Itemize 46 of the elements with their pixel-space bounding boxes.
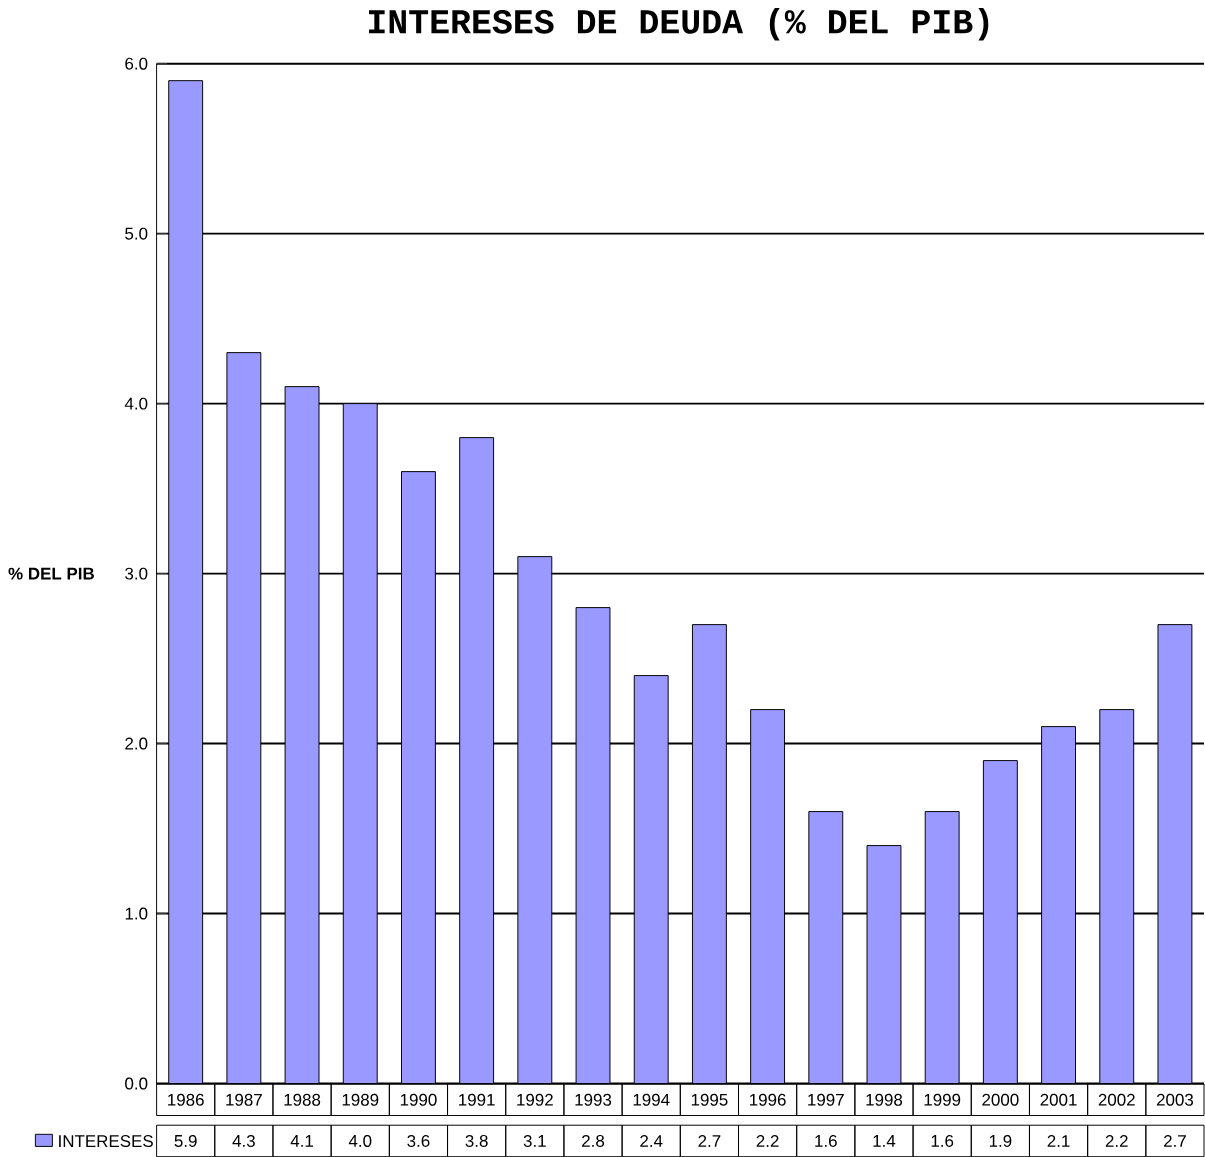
y-tick-label: 0.0	[125, 1077, 148, 1090]
x-tick-label: 1987	[226, 1093, 262, 1106]
data-label: 2.2	[1105, 1134, 1128, 1147]
y-tick-label: 5.0	[125, 227, 148, 240]
x-tick-label: 2000	[982, 1093, 1019, 1106]
x-tick-label: 2002	[1098, 1093, 1135, 1106]
x-tick-label: 1988	[284, 1093, 321, 1106]
data-label: 1.9	[989, 1134, 1012, 1147]
data-label: 2.1	[1047, 1134, 1070, 1147]
x-tick-label: 1994	[633, 1093, 670, 1106]
data-label: 3.1	[523, 1134, 546, 1147]
x-tick-label: 1989	[342, 1093, 379, 1106]
data-label: 2.4	[640, 1134, 663, 1147]
data-label: 1.6	[815, 1134, 837, 1147]
data-label: 5.9	[174, 1134, 197, 1147]
data-label: 1.6	[931, 1134, 954, 1147]
data-label: 2.8	[582, 1134, 605, 1147]
data-label: 2.7	[1163, 1134, 1186, 1147]
data-label: 4.1	[290, 1135, 313, 1147]
data-label: 1.4	[873, 1135, 896, 1147]
x-tick-label: 2001	[1040, 1093, 1077, 1106]
y-tick-label: 4.0	[124, 397, 148, 410]
x-tick-label: 1986	[168, 1093, 204, 1106]
y-tick-label: 3.0	[125, 567, 148, 580]
x-tick-label: 1991	[459, 1093, 495, 1106]
chart-title: INTERESES DE DEUDA (% DEL PIB)	[369, 7, 989, 41]
y-tick-label: 6.0	[125, 57, 148, 70]
x-tick-label: 1998	[866, 1093, 903, 1106]
data-label: 2.2	[756, 1134, 779, 1147]
y-tick-label: 2.0	[125, 737, 148, 750]
x-tick-label: 1996	[750, 1093, 786, 1106]
x-tick-label: 1993	[575, 1093, 612, 1106]
data-label: 4.0	[348, 1134, 372, 1147]
data-label: 4.3	[232, 1134, 255, 1147]
legend-label: INTERESES	[59, 1135, 153, 1147]
x-tick-label: 1995	[691, 1093, 728, 1106]
x-tick-label: 1992	[517, 1093, 553, 1106]
data-label: 2.7	[698, 1134, 721, 1147]
data-label: 3.6	[407, 1134, 430, 1147]
x-tick-label: 1999	[924, 1093, 961, 1106]
x-tick-label: 1997	[808, 1093, 844, 1106]
y-tick-label: 1.0	[125, 907, 148, 920]
data-label: 3.8	[465, 1134, 488, 1147]
x-tick-label: 2003	[1156, 1093, 1194, 1106]
y-axis-title: % DEL PIB	[8, 567, 94, 580]
x-tick-label: 1990	[400, 1093, 437, 1106]
